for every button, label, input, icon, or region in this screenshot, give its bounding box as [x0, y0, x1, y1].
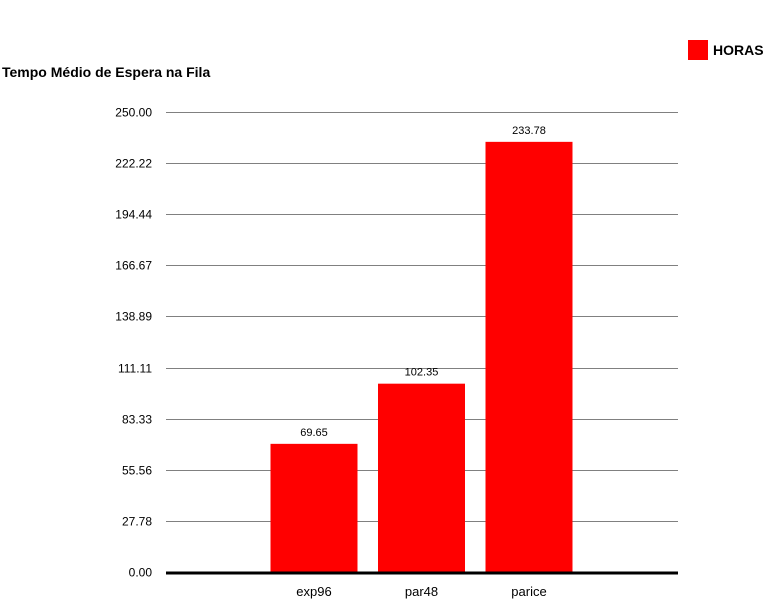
y-tick-label: 111.11: [118, 362, 152, 376]
y-tick-label: 0.00: [129, 566, 153, 580]
bar-value-labels: 69.65 102.35 233.78: [300, 125, 546, 439]
x-tick-label: exp96: [296, 584, 331, 599]
y-tick-label: 166.67: [115, 259, 152, 273]
y-tick-label: 222.22: [115, 157, 152, 171]
x-tick-label: parice: [511, 584, 546, 599]
x-tick-label: par48: [405, 584, 438, 599]
y-tick-label: 250.00: [115, 106, 152, 120]
bar-value-label: 69.65: [300, 427, 328, 439]
y-tick-label: 27.78: [122, 515, 152, 529]
bar-exp96: [270, 443, 358, 572]
bars: [270, 141, 573, 573]
legend-label-horas: HORAS: [713, 42, 764, 58]
y-tick-label: 55.56: [122, 464, 152, 478]
bar-value-label: 233.78: [512, 125, 546, 137]
legend: HORAS: [688, 40, 764, 60]
bar-parice: [485, 141, 573, 573]
y-tick-label: 138.89: [115, 310, 152, 324]
bar-par48: [378, 383, 465, 572]
y-tick-label: 194.44: [115, 208, 152, 222]
legend-swatch-horas: [688, 40, 708, 60]
y-tick-label: 83.33: [122, 413, 152, 427]
bar-value-label: 102.35: [405, 367, 439, 379]
y-axis-ticks: 0.00 27.78 55.56 83.33 111.11 138.89 166.67 194…: [115, 106, 152, 580]
y-axis-title: Tempo Médio de Espera na Fila: [2, 64, 211, 80]
x-axis-ticks: exp96 par48 parice: [296, 584, 546, 599]
